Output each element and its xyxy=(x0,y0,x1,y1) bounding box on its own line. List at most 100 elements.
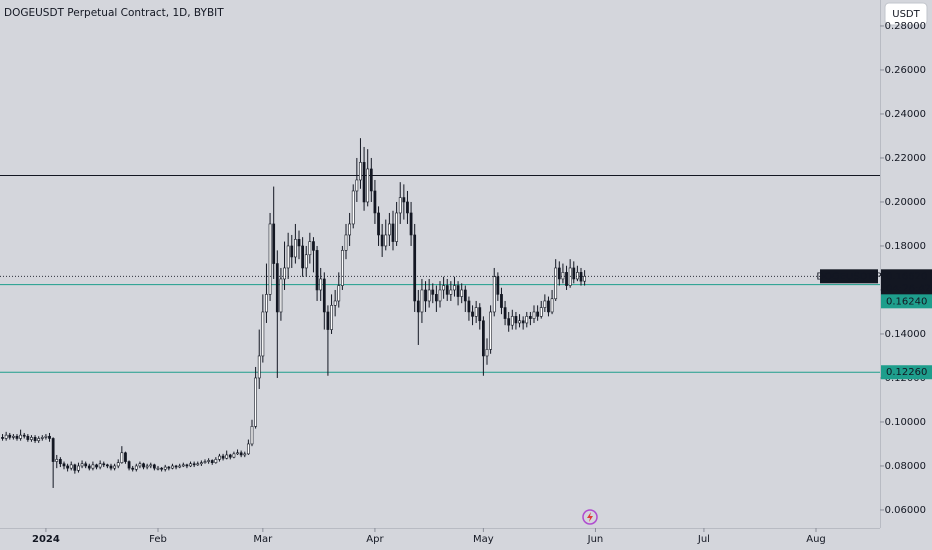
candle-body-up xyxy=(286,245,290,269)
x-tick-label: Apr xyxy=(366,534,384,545)
series-name: DOGEUSDT.P xyxy=(816,271,881,282)
candle-body-up xyxy=(138,463,142,467)
level-badge xyxy=(881,294,932,309)
candle-body-down xyxy=(322,278,326,313)
candle-body-up xyxy=(37,438,41,441)
candle-body-up xyxy=(236,452,239,455)
candle-body-down xyxy=(62,463,66,467)
x-tick-label: Jul xyxy=(697,534,710,545)
x-tick-label: Jun xyxy=(587,534,604,545)
currency-button[interactable] xyxy=(884,2,928,26)
candle-body-up xyxy=(366,168,370,203)
candle-body-up xyxy=(351,190,355,225)
last-price-label: 0.16620 xyxy=(886,271,927,282)
level-badge xyxy=(881,365,932,380)
candle-body-down xyxy=(326,311,330,330)
y-tick-label: 0.08000 xyxy=(885,461,926,472)
candle-body-down xyxy=(413,234,417,302)
candle-body-up xyxy=(474,307,478,317)
candle-body-down xyxy=(445,285,449,295)
series-name-badge xyxy=(820,269,878,284)
y-tick-label: 0.18000 xyxy=(885,241,926,252)
candle-body-up xyxy=(171,465,174,469)
candle-body-up xyxy=(4,434,8,439)
candle-body-down xyxy=(514,316,518,324)
candle-body-down xyxy=(185,464,189,467)
candle-body-up xyxy=(91,464,95,469)
candle-body-up xyxy=(203,461,207,463)
candle-body-down xyxy=(500,294,503,308)
y-tick-label: 0.20000 xyxy=(885,197,926,208)
y-tick-label: 0.24000 xyxy=(885,109,926,120)
candle-body-down xyxy=(160,467,163,470)
candle-body-up xyxy=(340,250,344,286)
candle-body-down xyxy=(369,168,373,192)
candle-body-down xyxy=(297,239,301,247)
candle-body-up xyxy=(492,276,496,313)
candle-body-up xyxy=(98,463,102,468)
candle-body-up xyxy=(44,435,48,438)
candle-body-up xyxy=(116,462,120,467)
candle-body-down xyxy=(48,435,51,439)
currency-button-label[interactable]: USDT xyxy=(892,9,920,20)
candle-body-up xyxy=(568,267,572,286)
lightning-icon[interactable] xyxy=(582,509,598,525)
candle-body-up xyxy=(532,311,536,319)
candle-body-up xyxy=(40,437,44,439)
candle-body-up xyxy=(134,465,138,470)
candle-body-down xyxy=(192,463,196,466)
candle-body-up xyxy=(268,223,272,295)
candle-body-down xyxy=(315,250,319,291)
candle-body-down xyxy=(210,460,214,463)
candle-body-down xyxy=(174,465,178,468)
candle-body-down xyxy=(402,197,406,203)
candle-body-down xyxy=(507,318,511,326)
candle-body-up xyxy=(550,298,554,313)
candle-body-down xyxy=(312,241,315,251)
candle-body-down xyxy=(228,454,232,458)
candle-body-up xyxy=(149,464,153,467)
candle-body-up xyxy=(257,355,261,379)
candle-body-up xyxy=(543,300,547,308)
y-tick-label: 0.22000 xyxy=(885,153,926,164)
candle-body-up xyxy=(69,464,73,469)
candle-body-up xyxy=(525,316,529,324)
candle-body-up xyxy=(80,463,84,467)
countdown-label: 04:26:42 xyxy=(886,283,931,294)
candle-body-down xyxy=(105,464,109,467)
candle-body-down xyxy=(471,311,474,317)
candle-body-down xyxy=(66,465,69,469)
candle-body-up xyxy=(113,465,116,469)
candle-body-down xyxy=(529,316,532,319)
candle-body-down xyxy=(8,434,12,438)
x-tick-label: Feb xyxy=(149,534,167,545)
candle-body-up xyxy=(254,377,257,427)
candle-body-up xyxy=(518,320,521,324)
level-label: 0.16240 xyxy=(886,296,927,307)
y-tick-label: 0.26000 xyxy=(885,65,926,76)
y-tick-label: 0.28000 xyxy=(885,21,926,32)
candle-body-down xyxy=(58,459,62,465)
candle-body-up xyxy=(489,311,493,350)
candle-body-up xyxy=(539,307,543,317)
x-tick-label: Aug xyxy=(806,534,826,545)
candle-body-down xyxy=(51,438,55,462)
candle-body-up xyxy=(344,234,348,251)
candle-body-down xyxy=(431,289,435,295)
candle-body-up xyxy=(449,289,453,295)
candle-body-up xyxy=(30,437,33,440)
candle-body-down xyxy=(557,267,561,280)
candle-body-down xyxy=(301,245,304,269)
candle-body-down xyxy=(15,435,19,439)
candle-body-down xyxy=(496,276,500,295)
candle-body-up xyxy=(348,223,351,236)
candle-body-up xyxy=(279,278,283,313)
y-tick-label: 0.10000 xyxy=(885,417,926,428)
candle-body-down xyxy=(424,289,427,302)
candle-body-up xyxy=(583,276,587,282)
candle-body-down xyxy=(26,435,30,440)
candle-body-up xyxy=(308,241,312,256)
y-tick-label: 0.06000 xyxy=(885,505,926,516)
